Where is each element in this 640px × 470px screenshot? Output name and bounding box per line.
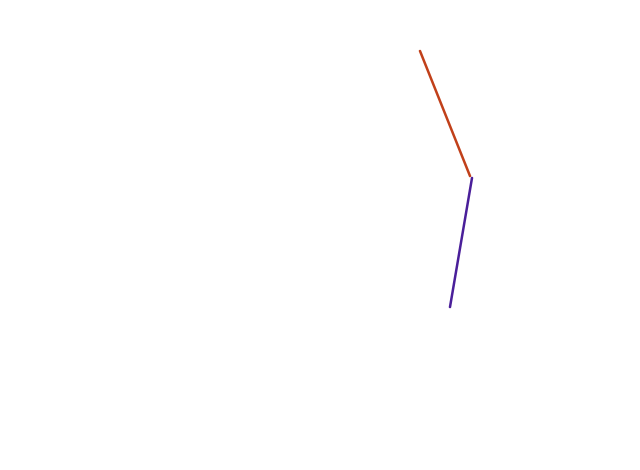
upper-line-segment	[418, 49, 472, 178]
lower-line-segment	[448, 176, 474, 309]
